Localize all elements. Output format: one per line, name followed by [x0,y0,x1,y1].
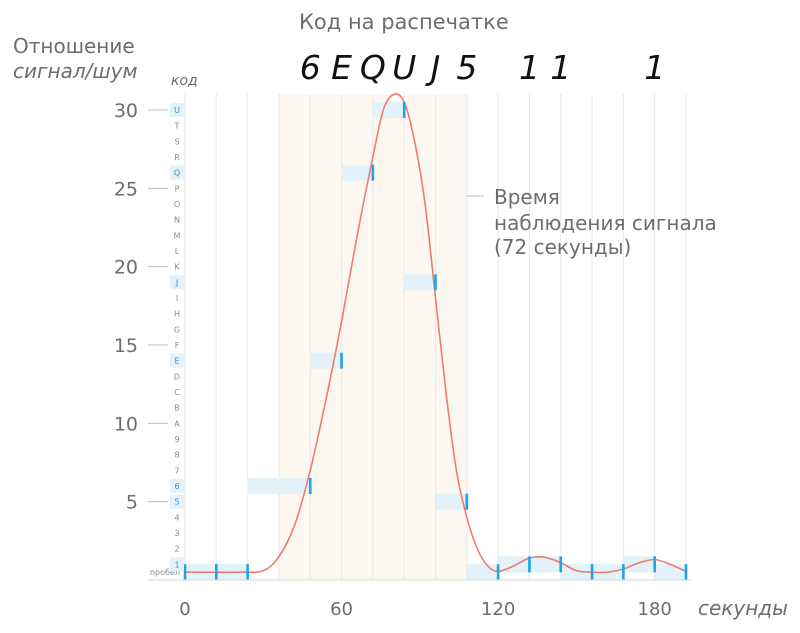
code-label: L [175,247,180,256]
printout-code: E [331,48,352,87]
y-tick-label: 10 [114,413,138,435]
x-tick-label: 0 [179,599,190,620]
code-highlight [170,353,184,368]
measurement-ticks-layer [183,102,688,581]
interval-bar [623,556,655,573]
code-label: G [174,325,180,334]
code-label: N [174,216,180,225]
code-label: 9 [174,435,179,444]
code-label: K [174,263,180,272]
code-highlight [170,275,184,290]
code-label: J [175,278,178,287]
interval-bar [498,556,530,573]
interval-bar [466,564,499,581]
interval-bar [310,352,342,369]
x-tick-label: 120 [481,599,515,620]
printout-code: Q [360,48,386,87]
y-tick-label: 20 [114,257,138,279]
annotation-line3: (72 секунды) [494,235,631,259]
code-label: P [175,184,180,193]
interval-bar [560,564,593,581]
code-label: 2 [174,545,179,554]
printout-code: 1 [519,48,540,87]
code-highlight [170,165,184,180]
x-tick-label: 180 [638,599,672,620]
chart-title: Код на распечатке [299,10,509,34]
printout-code: 5 [456,48,477,87]
code-label: M [174,231,181,240]
printout-code: 1 [550,48,571,87]
code-highlight [170,479,184,493]
code-label: D [174,372,180,381]
annotation: Время наблюдения сигнала (72 секунды) [466,185,717,259]
annotation-line2: наблюдения сигнала [494,211,717,235]
code-highlight [170,494,184,509]
code-label: E [174,357,179,366]
printout-code: 6 [300,48,321,87]
code-label: 3 [174,529,179,538]
y-tick-label: 30 [114,100,138,122]
code-label: O [174,200,180,209]
code-label: T [174,122,180,131]
code-label: Q [174,169,180,178]
code-highlight [170,557,184,572]
printout-code: 1 [644,48,665,87]
interval-bar [372,102,405,118]
y-axis-label-line2: сигнал/шум [13,59,138,83]
y-tick-label: 15 [114,335,138,357]
code-highlight [170,103,184,117]
code-label: 1 [174,560,179,569]
code-label: 4 [174,513,179,522]
annotation-line1: Время [494,185,560,209]
curve-layer [184,93,687,574]
interval-bar [435,493,467,510]
code-label: 6 [174,482,179,491]
printout-code: J [425,48,441,87]
x-tick-label: 60 [330,599,353,620]
y-axis-label-line1: Отношение [13,34,135,58]
code-label: 7 [174,466,179,475]
code-label: F [175,341,180,350]
interval-bar [654,564,686,581]
interval-bar [341,164,373,181]
code-label: H [174,310,180,319]
x-axis-label: секунды [698,596,788,620]
y-axis: 5 10 15 20 25 30 [114,100,168,514]
code-label: I [176,294,178,303]
printout-code: U [392,48,416,87]
code-label: U [174,106,180,115]
code-label: C [174,388,180,397]
code-axis-label: код [171,73,198,89]
signal-curve [184,93,687,574]
interval-bar [404,274,436,291]
y-tick-label: 5 [126,492,138,514]
x-axis: 0 60 120 180 [148,579,692,620]
interval-bar [247,478,311,494]
y-tick-label: 25 [114,178,138,200]
code-label: B [174,404,180,413]
code-label: A [174,419,180,428]
code-label: S [174,137,179,146]
code-label: 8 [174,451,179,460]
interval-bar [529,556,561,573]
code-label: пробел [150,568,180,577]
code-label: 5 [174,498,179,507]
code-label: R [174,153,180,162]
